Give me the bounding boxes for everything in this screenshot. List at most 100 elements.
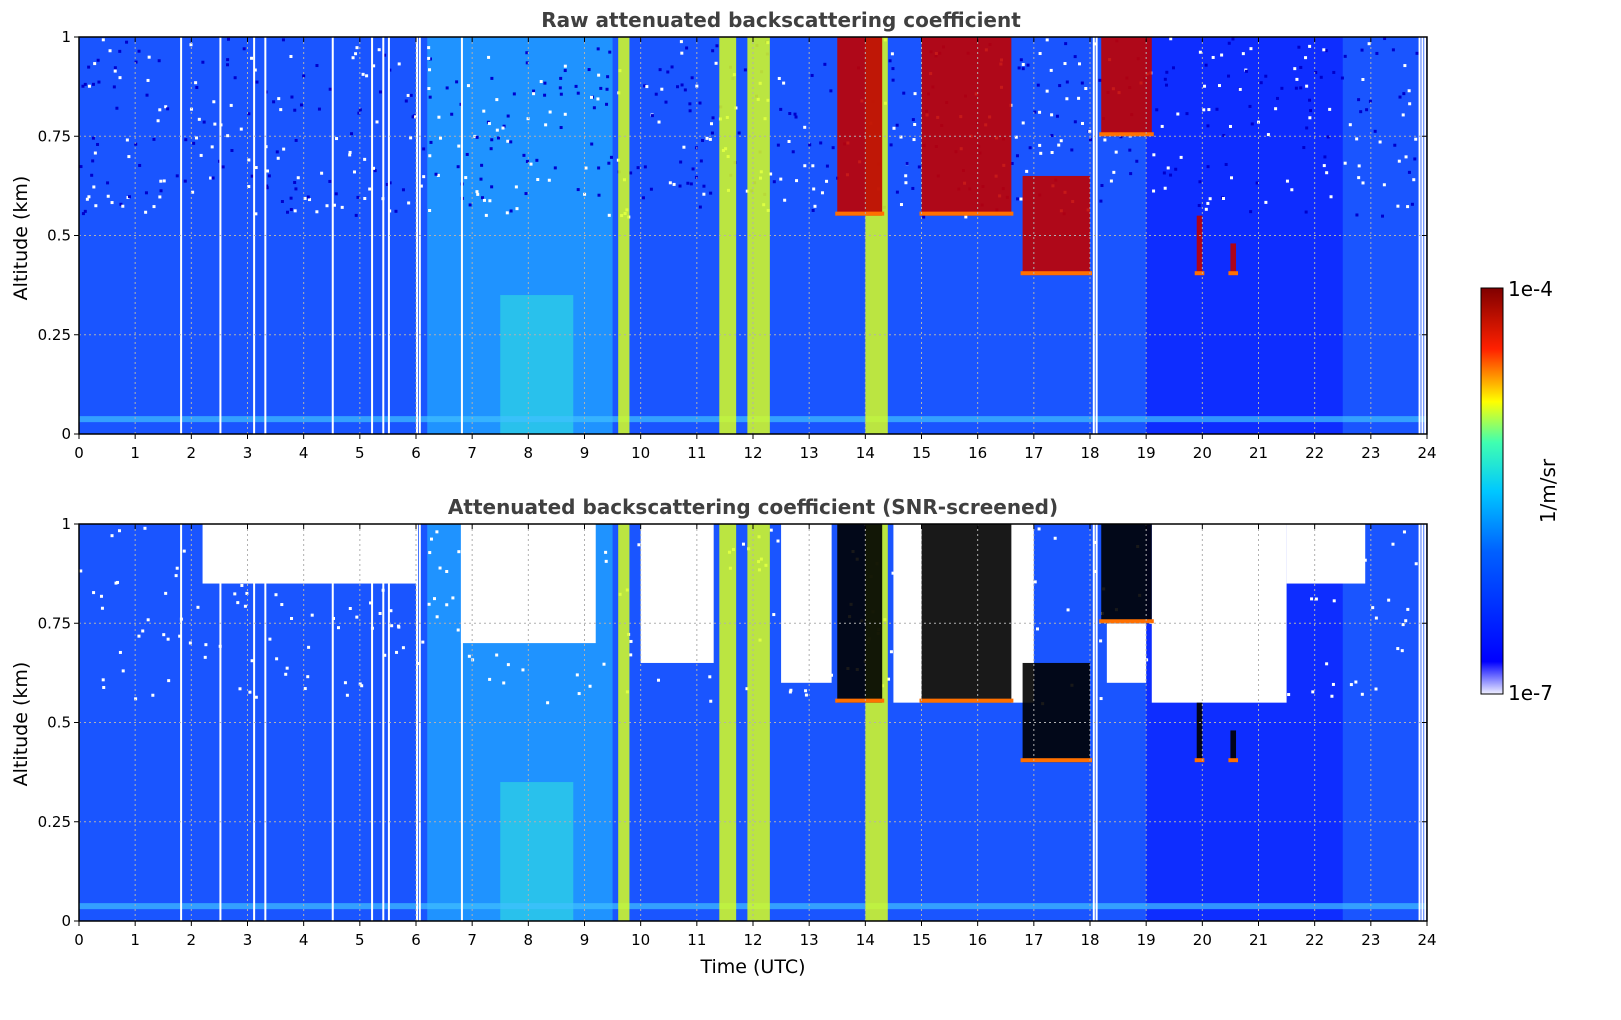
noise-cell [1359, 110, 1363, 114]
x-tick-label: 17 [1024, 931, 1043, 949]
noise-cell [745, 687, 749, 691]
x-tick-label: 15 [912, 931, 931, 949]
noise-cell [608, 50, 612, 54]
noise-cell [772, 613, 776, 617]
noise-cell [1208, 197, 1212, 201]
noise-cell [658, 68, 662, 72]
feature-cell [1196, 702, 1203, 763]
noise-cell [1204, 63, 1208, 67]
noise-cell [1019, 197, 1023, 201]
noise-cell [137, 634, 141, 638]
noise-cell [282, 147, 286, 151]
x-tick-label: 16 [968, 444, 987, 462]
noise-cell [913, 92, 917, 96]
noise-cell [85, 197, 89, 201]
noise-cell [1343, 54, 1347, 58]
noise-cell [1211, 55, 1215, 59]
noise-cell [354, 213, 358, 217]
noise-cell [197, 117, 201, 121]
noise-cell [1215, 107, 1219, 111]
noise-cell [348, 606, 352, 610]
noise-cell [115, 580, 119, 584]
noise-cell [268, 637, 272, 641]
data-gap [180, 524, 183, 921]
noise-cell [1084, 87, 1088, 91]
noise-cell [1348, 123, 1352, 127]
noise-cell [428, 57, 432, 61]
noise-cell [467, 654, 471, 658]
noise-cell [1057, 143, 1061, 147]
noise-cell [280, 603, 284, 607]
noise-cell [1310, 597, 1314, 601]
noise-cell [127, 195, 131, 199]
noise-cell [255, 80, 259, 84]
noise-cell [194, 81, 198, 85]
noise-cell [328, 87, 332, 91]
noise-cell [409, 136, 413, 140]
noise-cell [345, 693, 349, 697]
noise-cell [166, 107, 170, 111]
x-tick-label: 7 [467, 444, 477, 462]
noise-cell [115, 106, 119, 110]
colorbar-bar [1480, 287, 1504, 695]
noise-cell [779, 177, 783, 181]
heatmap-area [78, 523, 1428, 922]
noise-cell [239, 127, 243, 131]
screened-mask [1106, 623, 1147, 683]
noise-cell [525, 51, 529, 55]
noise-cell [829, 89, 833, 93]
noise-cell [434, 172, 438, 176]
noise-cell [680, 83, 684, 87]
noise-cell [544, 123, 548, 127]
noise-cell [397, 62, 401, 66]
noise-cell [1055, 114, 1059, 118]
noise-cell [401, 646, 405, 650]
noise-cell [672, 182, 676, 186]
noise-cell [175, 566, 179, 570]
noise-cell [698, 101, 702, 105]
y-axis-label: Altitude (km) [10, 176, 32, 301]
raw-backscatter-panel: Raw attenuated backscattering coefficien… [10, 8, 1437, 462]
noise-cell [1250, 122, 1254, 126]
feature-cell [719, 37, 737, 434]
noise-cell [911, 186, 915, 190]
noise-cell [213, 122, 217, 126]
x-tick-label: 3 [243, 931, 253, 949]
noise-cell [1077, 96, 1081, 100]
noise-cell [162, 633, 166, 637]
noise-cell [1169, 37, 1173, 41]
noise-cell [495, 128, 499, 132]
noise-cell [428, 208, 432, 212]
noise-cell [1050, 151, 1054, 155]
noise-cell [711, 116, 715, 120]
noise-cell [334, 192, 338, 196]
noise-cell [242, 47, 246, 51]
noise-cell [705, 136, 709, 140]
noise-cell [315, 64, 319, 68]
noise-cell [377, 48, 381, 52]
noise-cell [1387, 598, 1391, 602]
noise-cell [1077, 62, 1081, 66]
noise-cell [524, 192, 528, 196]
noise-cell [361, 72, 365, 76]
noise-cell [1404, 155, 1408, 159]
x-tick-label: 5 [355, 444, 365, 462]
noise-cell [293, 180, 297, 184]
noise-cell [1063, 62, 1067, 66]
noise-cell [789, 688, 793, 692]
noise-cell [812, 187, 816, 191]
noise-cell [1266, 133, 1270, 137]
noise-cell [548, 110, 552, 114]
noise-cell [1255, 181, 1259, 185]
noise-cell [597, 166, 601, 170]
noise-cell [143, 526, 147, 530]
noise-cell [512, 92, 516, 96]
noise-cell [699, 159, 703, 163]
feature-edge [835, 698, 885, 703]
noise-cell [1407, 170, 1411, 174]
noise-cell [1099, 639, 1103, 643]
noise-cell [1360, 48, 1364, 52]
noise-cell [456, 628, 460, 632]
noise-cell [1166, 166, 1170, 170]
noise-cell [795, 179, 799, 183]
